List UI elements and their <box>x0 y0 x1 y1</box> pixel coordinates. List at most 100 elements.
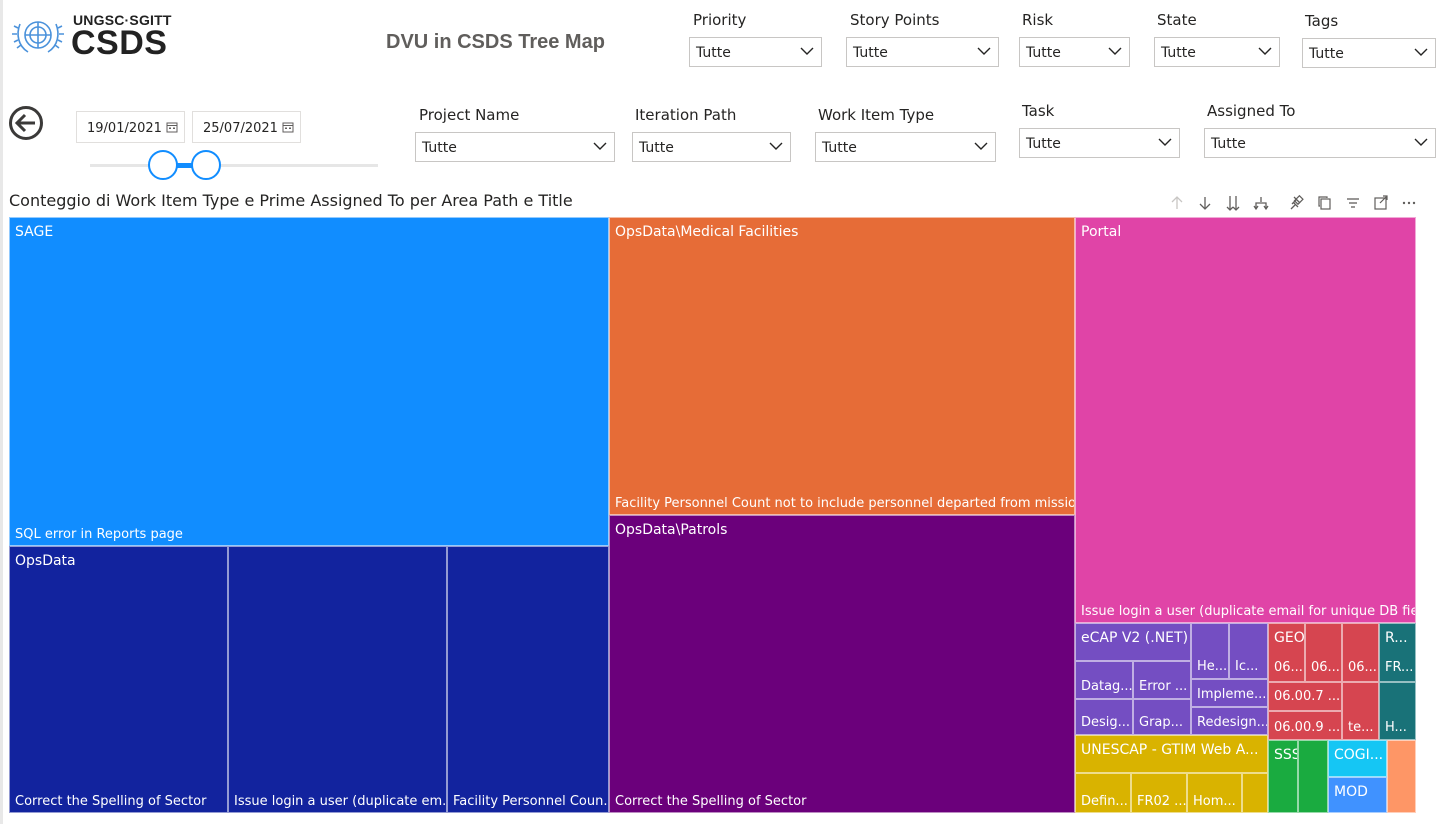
treemap-node-geoimagery[interactable]: 06.00.7 ... <box>1268 682 1342 711</box>
state-dropdown[interactable]: Tutte <box>1154 37 1280 67</box>
treemap-item-label: Redesign... <box>1197 715 1268 730</box>
date-slider-track[interactable] <box>90 150 378 180</box>
chevron-down-icon <box>769 142 783 150</box>
pin-icon[interactable] <box>1288 194 1306 212</box>
treemap-item-label: Impleme... <box>1197 687 1267 702</box>
chevron-down-icon <box>974 142 988 150</box>
treemap-node-cogi[interactable]: COGI... <box>1328 740 1387 777</box>
focus-mode-icon[interactable] <box>1372 194 1390 212</box>
end-date-value: 25/07/2021 <box>203 121 278 136</box>
calendar-icon[interactable] <box>282 121 294 133</box>
brand-subtitle: UNGSC·SGITT <box>73 12 172 28</box>
story-points-dropdown[interactable]: Tutte <box>846 37 999 67</box>
go-to-next-level-icon[interactable] <box>1224 194 1242 212</box>
treemap-item-label: 06... <box>1311 660 1340 675</box>
treemap-header: MOD <box>1334 784 1368 800</box>
treemap-node-geoimagery[interactable]: 06.00.9 ... <box>1268 711 1342 740</box>
treemap-item-label: FR... <box>1385 660 1414 675</box>
task-dropdown[interactable]: Tutte <box>1019 128 1180 158</box>
copy-icon[interactable] <box>1316 194 1334 212</box>
treemap-node-teal-group[interactable]: R... FR... <box>1379 623 1416 682</box>
treemap-header: Portal <box>1081 224 1122 240</box>
chevron-down-icon <box>800 47 814 55</box>
drill-down-icon[interactable] <box>1196 194 1214 212</box>
priority-label: Priority <box>693 11 747 29</box>
start-date-value: 19/01/2021 <box>87 121 162 136</box>
treemap-node-ecap[interactable]: Redesign... <box>1191 707 1268 735</box>
treemap-node-ecap[interactable]: Impleme... <box>1191 679 1268 707</box>
work-item-type-dropdown[interactable]: Tutte <box>815 132 996 162</box>
treemap-node-ecap[interactable]: Error ... <box>1133 661 1191 699</box>
treemap-node-ecap[interactable]: Grap... <box>1133 699 1191 735</box>
expand-hierarchy-icon[interactable] <box>1252 194 1270 212</box>
treemap-header: SSSN... <box>1274 747 1297 763</box>
priority-dropdown[interactable]: Tutte <box>689 37 822 67</box>
treemap-header: UNESCAP - GTIM Web A... <box>1081 742 1259 758</box>
un-emblem-icon <box>12 21 64 53</box>
tags-label: Tags <box>1305 12 1339 30</box>
work-item-type-label: Work Item Type <box>818 106 935 124</box>
risk-value: Tutte <box>1026 45 1061 61</box>
treemap-node-opsdata[interactable]: OpsData Correct the Spelling of Sector <box>9 546 228 813</box>
treemap-item-label: SQL error in Reports page <box>15 527 183 542</box>
treemap-node-ecap[interactable]: Datag... <box>1075 661 1133 699</box>
treemap-item-label: FR02 ... <box>1137 794 1187 809</box>
treemap-node-unescap[interactable] <box>1242 773 1268 813</box>
drill-up-icon[interactable] <box>1168 194 1186 212</box>
treemap-node-unescap[interactable]: Hom... <box>1187 773 1242 813</box>
treemap-item-label: te... <box>1348 720 1374 735</box>
date-slider-start-handle[interactable] <box>148 150 178 180</box>
treemap-node-ecap[interactable]: eCAP V2 (.NET) <box>1075 623 1191 661</box>
treemap-node-unescap[interactable]: FR02 ... <box>1131 773 1187 813</box>
treemap-node-unescap[interactable]: UNESCAP - GTIM Web A... <box>1075 735 1268 773</box>
treemap-node-geoimagery[interactable]: GEOIMAGERY 06... <box>1268 623 1305 682</box>
chevron-down-icon <box>1258 47 1272 55</box>
treemap-node-ecap[interactable]: He... <box>1191 623 1229 679</box>
treemap-header: OpsData\Patrols <box>615 522 728 538</box>
treemap-node-teal-group[interactable]: H... <box>1379 682 1416 740</box>
date-slider-end-handle[interactable] <box>191 150 222 180</box>
iteration-path-label: Iteration Path <box>635 106 737 124</box>
treemap[interactable]: SAGE SQL error in Reports page OpsData C… <box>9 217 1417 813</box>
start-date-input[interactable]: 19/01/2021 <box>76 111 185 143</box>
treemap-node-medical-facilities[interactable]: OpsData\Medical Facilities Facility Pers… <box>609 217 1075 515</box>
treemap-node-ecap[interactable]: Ic... <box>1229 623 1268 679</box>
tags-value: Tutte <box>1309 46 1344 62</box>
more-options-icon[interactable] <box>1400 194 1418 212</box>
treemap-node-ecap[interactable]: Desig... <box>1075 699 1133 735</box>
treemap-item-label: Issue login a user (duplicate email for … <box>1081 604 1416 619</box>
treemap-node-mod[interactable]: MOD <box>1328 777 1387 813</box>
treemap-item-label: Desig... <box>1081 715 1131 730</box>
tags-dropdown[interactable]: Tutte <box>1302 38 1436 68</box>
treemap-node-patrols[interactable]: OpsData\Patrols Correct the Spelling of … <box>609 515 1075 813</box>
filter-icon[interactable] <box>1344 194 1362 212</box>
report-title: DVU in CSDS Tree Map <box>386 31 605 53</box>
treemap-node-geoimagery[interactable]: te... <box>1342 682 1379 740</box>
treemap-node-sssn[interactable] <box>1298 740 1328 813</box>
project-name-dropdown[interactable]: Tutte <box>415 132 615 162</box>
treemap-node-sssn[interactable]: SSSN... <box>1268 740 1298 813</box>
treemap-header: R... <box>1385 630 1408 646</box>
treemap-item-label: 06... <box>1348 660 1377 675</box>
treemap-header: GEOIMAGERY <box>1274 630 1305 646</box>
treemap-item-label: Correct the Spelling of Sector <box>15 794 207 809</box>
treemap-item-label: Facility Personnel Coun... <box>453 794 609 809</box>
treemap-node-unescap[interactable]: Defin... <box>1075 773 1131 813</box>
treemap-node-opsdata[interactable]: Facility Personnel Coun... <box>447 546 609 813</box>
chevron-down-icon <box>977 47 991 55</box>
treemap-node-sage[interactable]: SAGE SQL error in Reports page <box>9 217 609 546</box>
treemap-node-orange-small[interactable] <box>1387 740 1416 813</box>
treemap-node-opsdata[interactable]: Issue login a user (duplicate em... <box>228 546 447 813</box>
back-arrow-icon[interactable] <box>8 105 44 141</box>
treemap-node-portal[interactable]: Portal Issue login a user (duplicate ema… <box>1075 217 1416 623</box>
iteration-path-dropdown[interactable]: Tutte <box>632 132 791 162</box>
calendar-icon[interactable] <box>166 121 178 133</box>
treemap-node-geoimagery[interactable]: 06... <box>1342 623 1379 682</box>
treemap-node-geoimagery[interactable]: 06... <box>1305 623 1342 682</box>
risk-dropdown[interactable]: Tutte <box>1019 37 1130 67</box>
chevron-down-icon <box>1414 48 1428 56</box>
treemap-item-label: He... <box>1197 659 1228 674</box>
treemap-header: COGI... <box>1334 747 1384 763</box>
end-date-input[interactable]: 25/07/2021 <box>192 111 301 143</box>
assigned-to-dropdown[interactable]: Tutte <box>1204 128 1436 158</box>
